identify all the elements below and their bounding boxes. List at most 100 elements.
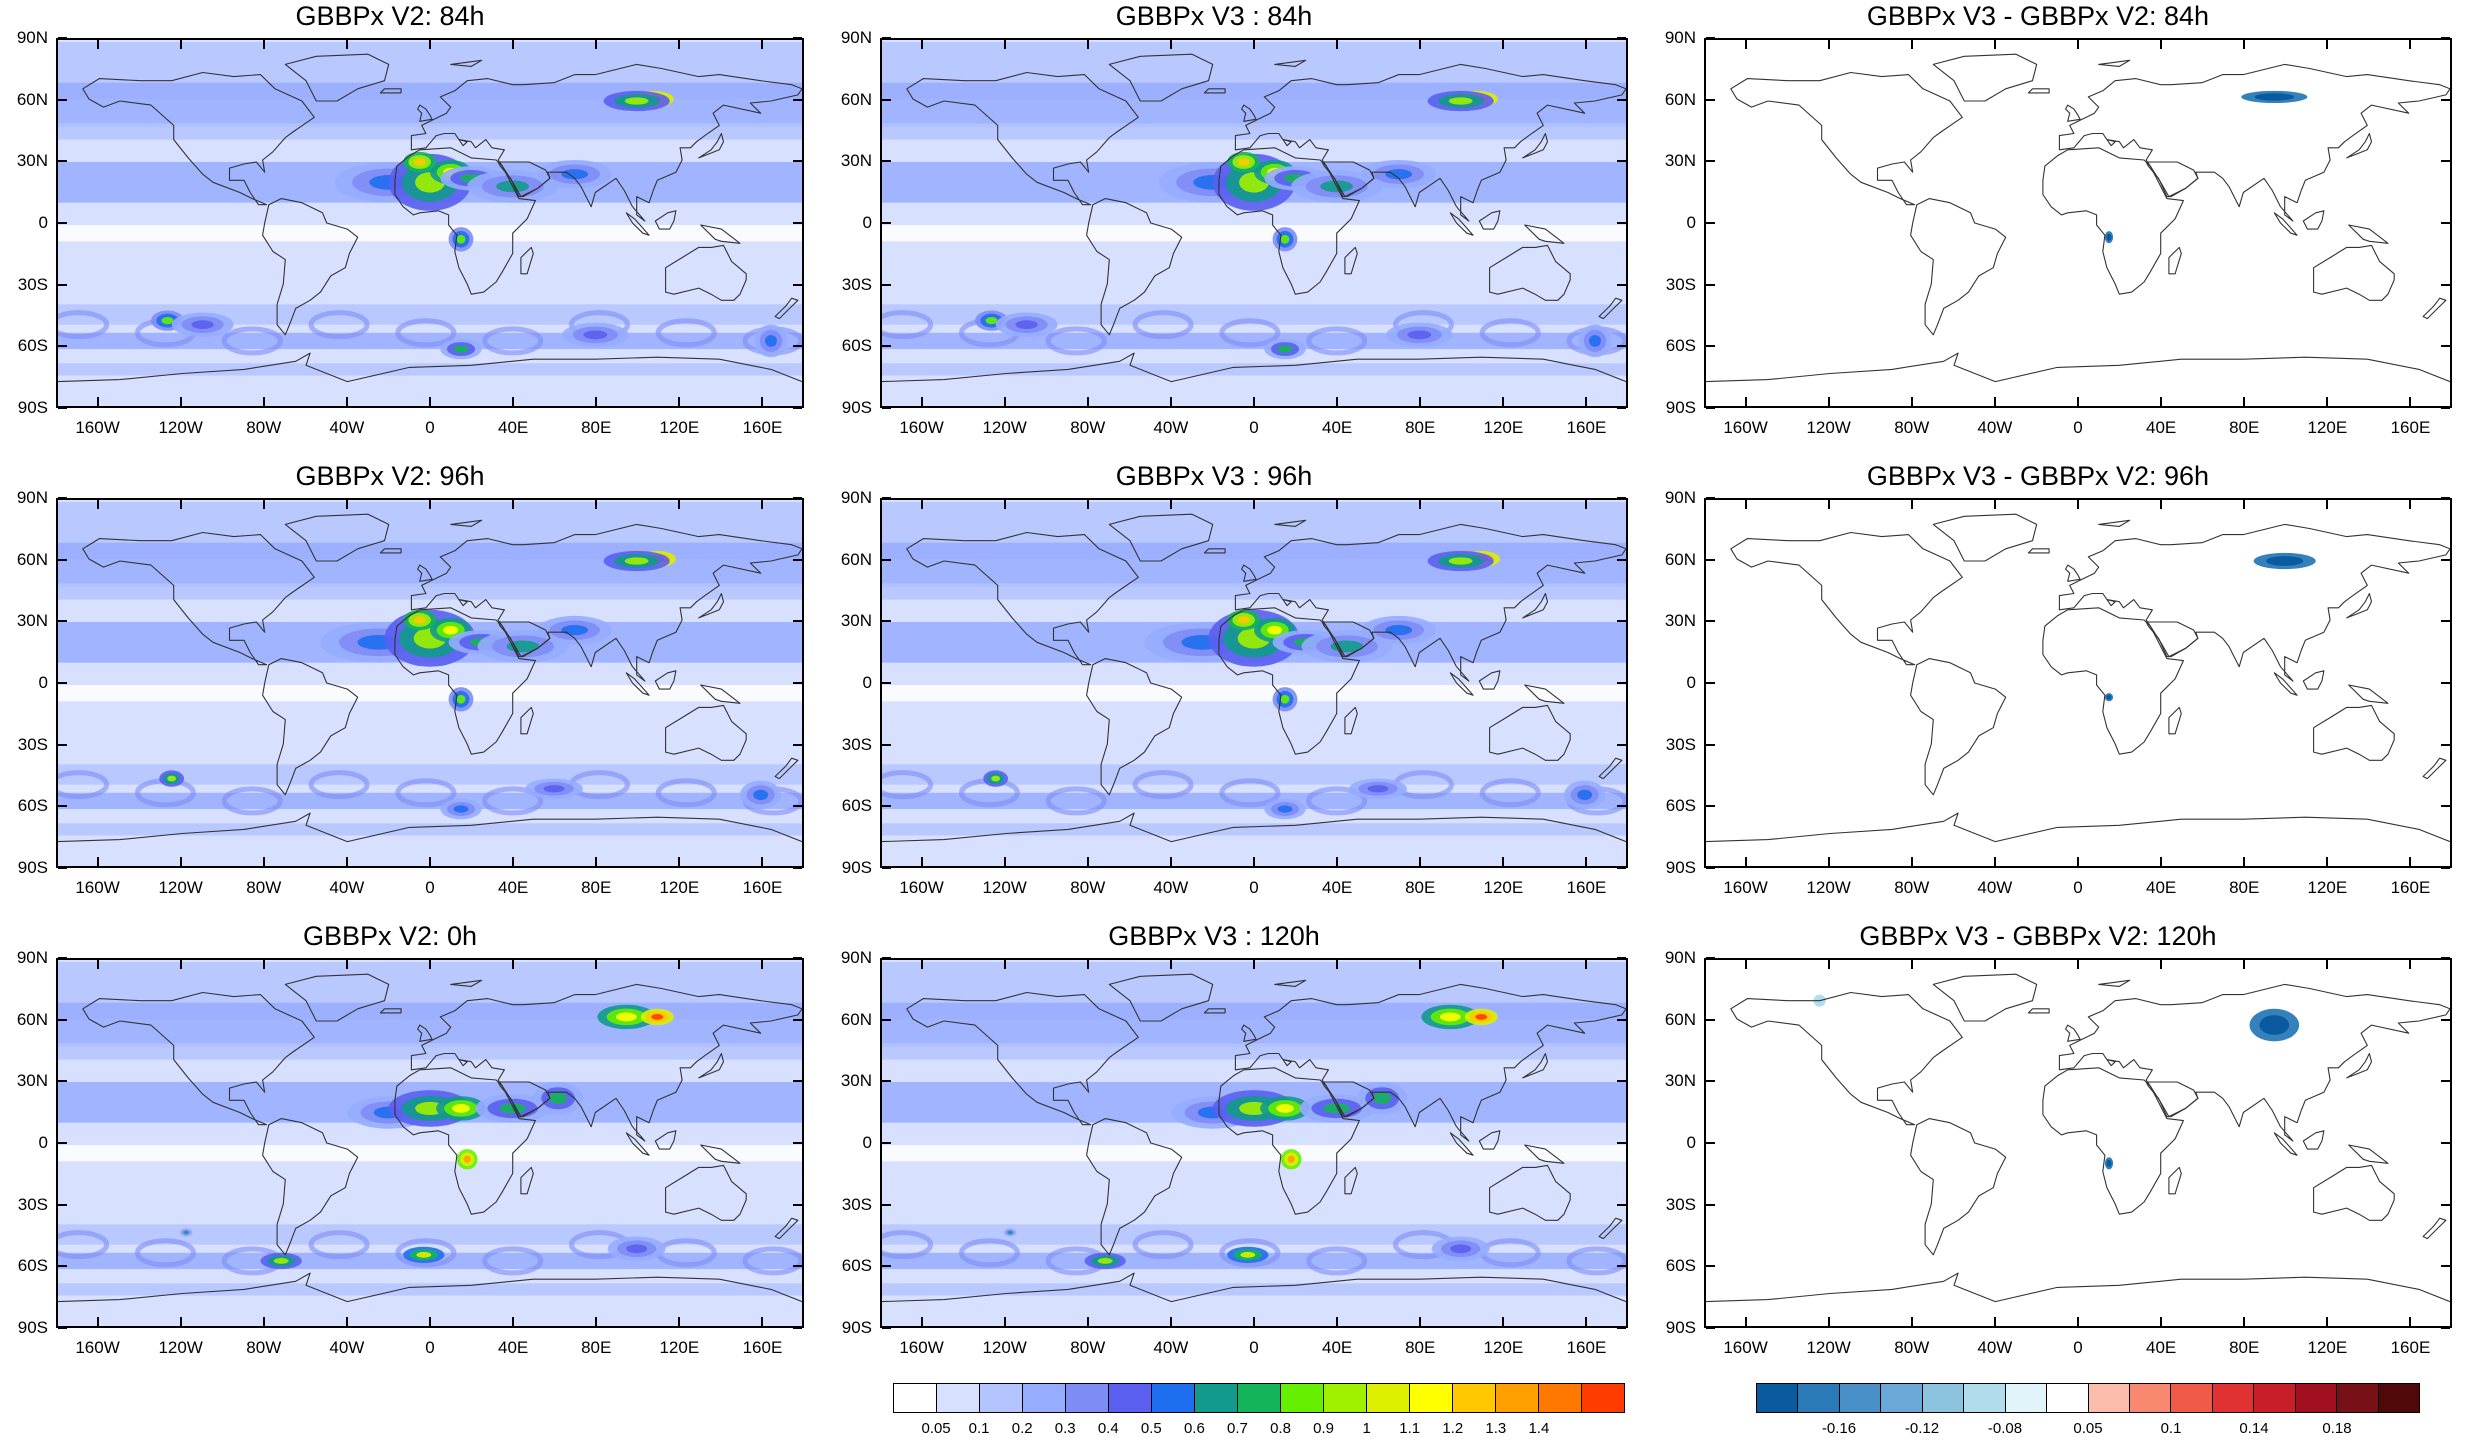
lat-label: 60N <box>840 89 872 109</box>
tick-mark <box>345 960 348 969</box>
svalbard-arctic-coastline <box>450 979 483 987</box>
tick-mark <box>58 160 67 163</box>
arabia-gap-coastline <box>497 161 551 198</box>
tick-mark <box>1617 1265 1626 1268</box>
sumatra-coastline <box>1449 1132 1474 1156</box>
panel-title: GBBPx V3 : 120h <box>1108 921 1320 951</box>
tick-mark <box>2441 1142 2450 1144</box>
tick-mark <box>793 1265 802 1268</box>
australia-coastline <box>665 704 747 761</box>
tick-mark <box>2441 345 2450 348</box>
tick-mark <box>1086 1317 1089 1326</box>
lat-label: 0 <box>38 673 48 692</box>
lat-label: 90S <box>17 1318 48 1337</box>
arabia-gap-coastline <box>2145 621 2199 658</box>
tick-mark <box>1910 500 1913 509</box>
colorbar-label: -0.16 <box>1821 1420 1857 1437</box>
tick-mark <box>262 960 265 969</box>
lon-label: 120W <box>1806 878 1851 897</box>
tick-mark <box>1706 867 1715 869</box>
tick-mark <box>2441 1080 2450 1083</box>
lon-label: 120W <box>982 418 1027 437</box>
arabia-gap-coastline <box>2145 1081 2199 1118</box>
tick-mark <box>882 98 891 101</box>
tick-mark <box>429 960 431 969</box>
tick-mark <box>1706 407 1715 409</box>
colorbar-swatch <box>1195 1384 1238 1412</box>
tick-mark <box>1502 960 1505 969</box>
tick-mark <box>1617 222 1626 224</box>
sumatra-coastline <box>2273 212 2298 236</box>
japan-coastline <box>698 1052 725 1079</box>
sumatra-coastline <box>2273 1132 2298 1156</box>
tick-mark <box>1502 857 1505 866</box>
difference-colorbar <box>1756 1383 2420 1413</box>
tick-mark <box>1910 397 1913 406</box>
borneo-coastline <box>2302 1130 2325 1150</box>
colorbar-swatch <box>1281 1384 1324 1412</box>
tick-mark <box>882 620 891 623</box>
lon-label: 80E <box>1405 418 1436 437</box>
uk-coastline <box>417 1024 433 1042</box>
australia-coastline <box>2313 1164 2395 1221</box>
tick-mark <box>2441 497 2450 499</box>
north-america-coastline <box>82 71 315 206</box>
tick-mark <box>1827 960 1830 969</box>
lat-label: 30N <box>1664 151 1696 171</box>
eurasia-coastline <box>2058 983 2450 1142</box>
antarctic-coast-coastline <box>58 1272 802 1303</box>
tick-mark <box>512 500 515 509</box>
new-guinea-coastline <box>1524 684 1565 704</box>
tick-mark <box>58 805 67 808</box>
lon-label: 120W <box>158 418 203 437</box>
eurasia-coastline <box>2058 523 2450 682</box>
tick-mark <box>96 857 99 866</box>
lon-label: 40W <box>1153 1338 1189 1357</box>
tick-mark <box>1617 620 1626 623</box>
lon-label: 160W <box>75 1338 120 1357</box>
colorbar-swatch <box>1152 1384 1195 1412</box>
tick-mark <box>1706 37 1715 39</box>
tick-mark <box>58 620 67 623</box>
africa-coastline <box>1218 1067 1360 1215</box>
tick-mark <box>793 1203 802 1206</box>
tick-mark <box>1585 40 1588 49</box>
south-america-coastline <box>262 1118 359 1256</box>
lon-label: 40W <box>1153 418 1189 437</box>
lon-label: 160W <box>1723 878 1768 897</box>
tick-mark <box>882 37 891 39</box>
tick-mark <box>1827 40 1830 49</box>
japan-coastline <box>1522 1052 1549 1079</box>
eurasia-coastline <box>410 983 802 1142</box>
tick-mark <box>58 37 67 39</box>
tick-mark <box>1617 345 1626 348</box>
japan-coastline <box>698 592 725 619</box>
map-panel: GBBPx V3 : 120h 90N 60N 30N 0 30S 60S 90S 160W 1… <box>824 920 1628 1380</box>
arabia-gap-coastline <box>1321 1081 1375 1118</box>
tick-mark <box>58 1327 67 1329</box>
lon-label: 40E <box>1321 878 1353 897</box>
tick-mark <box>1827 857 1830 866</box>
iceland-coastline <box>2027 548 2050 554</box>
colorbar-label: 1 <box>1362 1420 1371 1437</box>
africa-coastline <box>1218 607 1360 755</box>
japan-coastline <box>1522 592 1549 619</box>
south-america-coastline <box>1910 1118 2007 1256</box>
tick-mark <box>262 397 265 406</box>
tick-mark <box>1744 857 1747 866</box>
lat-label: 90S <box>17 858 48 877</box>
lon-label: 160E <box>1566 878 1607 897</box>
lon-label: 160E <box>2390 418 2431 437</box>
tick-mark <box>793 1080 802 1083</box>
tick-mark <box>58 407 67 409</box>
tick-mark <box>58 345 67 348</box>
lat-label: 60N <box>16 1009 48 1029</box>
tick-mark <box>1910 1317 1913 1326</box>
tick-mark <box>595 857 598 866</box>
tick-mark <box>1502 40 1505 49</box>
lon-label: 160W <box>75 878 120 897</box>
tick-mark <box>882 743 891 746</box>
tick-mark <box>882 160 891 163</box>
tick-mark <box>1617 558 1626 561</box>
new-guinea-coastline <box>700 224 741 244</box>
